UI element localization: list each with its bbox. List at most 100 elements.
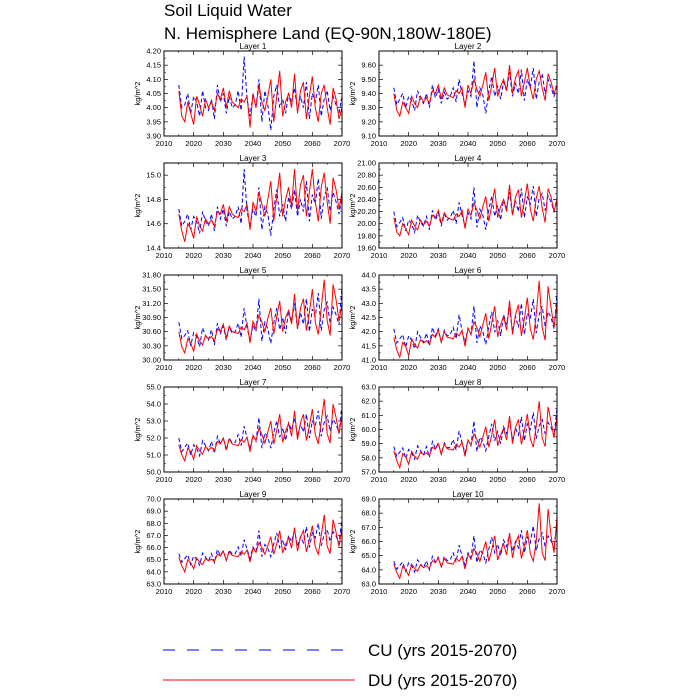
y-tick-label: 31.80 xyxy=(142,271,161,280)
y-tick-label: 68.0 xyxy=(361,509,376,518)
y-tick-label: 30.30 xyxy=(142,341,161,350)
plot-frame xyxy=(163,50,343,137)
x-tick-label: 2050 xyxy=(274,139,291,148)
panel-layer-3: Layer 3 14.4 14.6 14.8 15.0 2010 2020 2030 2040 2… xyxy=(133,154,350,260)
legend: CU (yrs 2015-2070) DU (yrs 2015-2070) xyxy=(163,641,517,690)
plot-frame xyxy=(378,274,558,361)
x-tick-label: 2050 xyxy=(489,139,506,148)
y-tick-label: 4.10 xyxy=(146,75,161,84)
x-tick-label: 2050 xyxy=(274,251,291,260)
x-tick-label: 2010 xyxy=(156,587,173,596)
series-line-cu xyxy=(178,518,342,567)
x-tick-label: 2040 xyxy=(460,139,477,148)
y-tick-label: 63.0 xyxy=(146,580,161,589)
x-tick-label: 2030 xyxy=(215,251,232,260)
x-tick-label: 2010 xyxy=(156,363,173,372)
y-tick-label: 65.0 xyxy=(146,555,161,564)
panel-layer-7: Layer 7 50.0 51.0 52.0 53.0 54.0 55.0 2010 2020 2… xyxy=(133,378,350,484)
y-tick-label: 58.0 xyxy=(361,453,376,462)
y-axis-label: kg/m^2 xyxy=(133,418,142,442)
y-axis-label: kg/m^2 xyxy=(348,306,357,330)
y-tick-label: 55.0 xyxy=(146,383,161,392)
x-tick-label: 2010 xyxy=(371,139,388,148)
x-tick-label: 2020 xyxy=(185,587,202,596)
figure-title-line2: N. Hemisphere Land (EQ-90N,180W-180E) xyxy=(164,24,492,43)
x-tick-label: 2070 xyxy=(549,139,566,148)
panel-title: Layer 1 xyxy=(240,42,267,51)
y-tick-label: 4.00 xyxy=(146,103,161,112)
x-tick-label: 2020 xyxy=(400,587,417,596)
y-tick-label: 19.60 xyxy=(357,244,376,253)
x-tick-label: 2040 xyxy=(460,587,477,596)
x-tick-label: 2010 xyxy=(371,475,388,484)
x-tick-label: 2070 xyxy=(549,587,566,596)
x-tick-label: 2050 xyxy=(489,251,506,260)
panel-layer-9: Layer 9 63.0 64.0 65.0 66.0 67.0 68.0 69.0 70.0 2… xyxy=(133,490,350,596)
y-tick-label: 41.5 xyxy=(361,341,376,350)
x-tick-label: 2010 xyxy=(156,475,173,484)
y-tick-label: 14.4 xyxy=(146,244,161,253)
x-tick-label: 2020 xyxy=(185,139,202,148)
series-line-du xyxy=(393,503,557,580)
panel-layer-10: Layer 10 63.0 64.0 65.0 66.0 67.0 68.0 69.0 2010… xyxy=(348,490,565,596)
series-line-du xyxy=(393,65,557,118)
y-tick-label: 62.0 xyxy=(361,397,376,406)
y-tick-label: 19.80 xyxy=(357,231,376,240)
x-tick-label: 2020 xyxy=(185,475,202,484)
x-tick-label: 2040 xyxy=(245,475,262,484)
x-tick-label: 2040 xyxy=(245,251,262,260)
series-line-cu xyxy=(178,405,342,458)
y-tick-label: 9.50 xyxy=(361,75,376,84)
x-tick-label: 2040 xyxy=(245,139,262,148)
series-line-du xyxy=(393,401,557,470)
x-tick-label: 2040 xyxy=(460,363,477,372)
x-tick-label: 2050 xyxy=(489,363,506,372)
x-tick-label: 2050 xyxy=(274,475,291,484)
x-tick-label: 2060 xyxy=(519,475,536,484)
y-tick-label: 68.0 xyxy=(146,519,161,528)
x-tick-label: 2070 xyxy=(549,475,566,484)
y-axis-label: kg/m^2 xyxy=(348,418,357,442)
y-axis-label: kg/m^2 xyxy=(133,82,142,106)
y-tick-label: 20.20 xyxy=(357,207,376,216)
x-tick-label: 2070 xyxy=(334,587,351,596)
y-tick-label: 57.0 xyxy=(361,468,376,477)
x-tick-label: 2070 xyxy=(549,363,566,372)
y-tick-label: 20.40 xyxy=(357,195,376,204)
panel-layer-2: Layer 2 9.10 9.20 9.30 9.40 9.50 9.60 2010 2020 2… xyxy=(348,42,565,148)
panel-layer-4: Layer 4 19.60 19.80 20.00 20.20 20.40 20.60 20.… xyxy=(348,154,565,260)
series-line-du xyxy=(178,169,342,243)
x-tick-label: 2030 xyxy=(430,475,447,484)
y-tick-label: 21.00 xyxy=(357,159,376,168)
plot-frame xyxy=(378,498,558,585)
y-tick-label: 3.90 xyxy=(146,132,161,141)
y-tick-label: 67.0 xyxy=(146,531,161,540)
panel-title: Layer 2 xyxy=(455,42,482,51)
y-tick-label: 54.0 xyxy=(146,400,161,409)
y-tick-label: 9.40 xyxy=(361,89,376,98)
x-tick-label: 2060 xyxy=(519,363,536,372)
plot-frame xyxy=(163,162,343,249)
x-tick-label: 2050 xyxy=(489,587,506,596)
x-tick-label: 2060 xyxy=(304,251,321,260)
x-tick-label: 2060 xyxy=(519,251,536,260)
x-tick-label: 2030 xyxy=(215,363,232,372)
x-tick-label: 2060 xyxy=(304,475,321,484)
x-tick-label: 2050 xyxy=(274,587,291,596)
y-tick-label: 43.0 xyxy=(361,299,376,308)
panel-layer-6: Layer 6 41.0 41.5 42.0 42.5 43.0 43.5 44.0 2010 2… xyxy=(348,266,565,372)
y-tick-label: 43.5 xyxy=(361,285,376,294)
y-tick-label: 9.10 xyxy=(361,132,376,141)
plot-frame xyxy=(378,50,558,137)
y-tick-label: 53.0 xyxy=(146,417,161,426)
y-axis-label: kg/m^2 xyxy=(133,530,142,554)
y-tick-label: 60.0 xyxy=(361,425,376,434)
y-tick-label: 42.0 xyxy=(361,327,376,336)
x-tick-label: 2070 xyxy=(334,139,351,148)
y-tick-label: 30.00 xyxy=(142,356,161,365)
y-tick-label: 59.0 xyxy=(361,439,376,448)
series-line-du xyxy=(393,280,557,359)
x-tick-label: 2060 xyxy=(304,587,321,596)
x-tick-label: 2060 xyxy=(519,587,536,596)
